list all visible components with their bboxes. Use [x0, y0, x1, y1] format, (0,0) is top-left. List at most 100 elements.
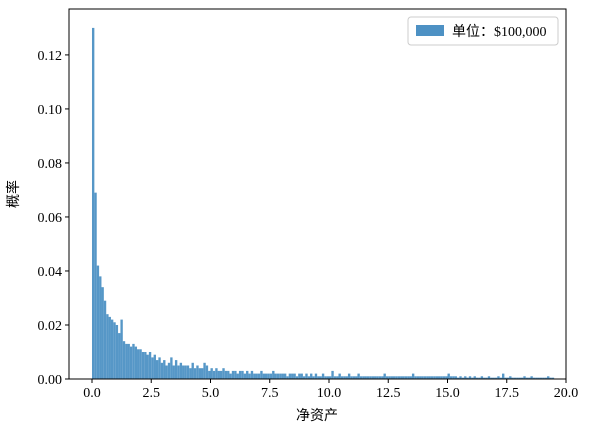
bar: [357, 373, 360, 379]
bar: [435, 376, 439, 379]
bar: [397, 376, 401, 379]
x-tick-label: 20.0: [554, 386, 579, 401]
bar: [487, 376, 491, 379]
bar: [471, 377, 474, 379]
bar: [374, 376, 377, 379]
bar: [340, 376, 344, 379]
bar: [419, 376, 422, 379]
bar: [96, 265, 100, 379]
bar: [115, 324, 119, 379]
bar: [127, 343, 130, 379]
bar: [148, 351, 152, 379]
bar: [217, 370, 220, 379]
bar: [319, 376, 322, 379]
x-tick-label: 2.5: [142, 386, 160, 401]
bar: [269, 373, 273, 379]
bar: [283, 373, 287, 379]
bar: [497, 376, 500, 379]
bar: [227, 370, 230, 379]
legend-swatch: [416, 25, 444, 36]
bar: [165, 365, 168, 379]
bar: [314, 373, 318, 379]
bar: [248, 373, 251, 379]
bar: [129, 346, 133, 379]
bar: [182, 365, 185, 379]
bar: [236, 373, 239, 379]
bar: [542, 377, 545, 379]
bar: [295, 376, 299, 379]
bar: [177, 365, 180, 379]
bar: [184, 365, 187, 379]
bar: [272, 370, 275, 379]
bar: [106, 314, 109, 379]
bar: [528, 377, 531, 379]
bar: [101, 287, 104, 379]
bar: [478, 377, 481, 379]
bar: [440, 376, 443, 379]
bar: [262, 373, 266, 379]
legend-box: [407, 16, 559, 46]
bar: [537, 377, 540, 379]
bar: [520, 377, 524, 379]
bar: [414, 376, 417, 379]
bar: [336, 376, 339, 379]
bar: [326, 376, 329, 379]
bar: [167, 362, 171, 379]
bar: [511, 377, 514, 379]
bar: [310, 373, 313, 379]
bar: [224, 370, 228, 379]
bar: [378, 376, 382, 379]
bar: [212, 370, 216, 379]
bar: [155, 360, 159, 379]
bar: [246, 370, 249, 379]
x-tick-label: 10.0: [317, 386, 342, 401]
bar: [535, 377, 538, 379]
bar: [475, 377, 479, 379]
bar: [447, 373, 450, 379]
bar: [250, 370, 254, 379]
bar: [231, 370, 235, 379]
bar: [390, 376, 393, 379]
bar: [530, 376, 533, 379]
bar: [219, 370, 223, 379]
bar: [300, 373, 303, 379]
bar: [163, 360, 166, 379]
bar: [376, 376, 379, 379]
bar: [293, 373, 296, 379]
bar: [400, 376, 403, 379]
bar: [509, 376, 512, 379]
bar: [506, 377, 510, 379]
bar: [464, 376, 467, 379]
bar: [144, 351, 147, 379]
bar: [193, 368, 197, 379]
x-tick-label: 15.0: [435, 386, 460, 401]
bar: [383, 373, 386, 379]
bar: [523, 376, 526, 379]
bar: [120, 319, 123, 379]
bar: [525, 377, 529, 379]
bar: [160, 362, 164, 379]
bar: [483, 377, 486, 379]
bar: [122, 341, 126, 379]
bar: [91, 27, 95, 379]
bar: [151, 357, 154, 379]
bar: [362, 376, 365, 379]
bar: [423, 376, 427, 379]
bar: [137, 349, 140, 379]
bar: [125, 343, 128, 379]
y-tick-label: 0.02: [38, 319, 63, 334]
bar: [345, 376, 348, 379]
bar: [321, 373, 325, 379]
bar: [201, 368, 204, 379]
bar: [134, 346, 138, 379]
bar: [338, 373, 341, 379]
bar: [191, 362, 194, 379]
bar: [416, 376, 420, 379]
bar: [286, 376, 289, 379]
x-axis-label: 净资产: [296, 408, 338, 424]
x-tick-label: 7.5: [261, 386, 279, 401]
bar: [94, 192, 97, 379]
bar: [302, 376, 306, 379]
bar: [544, 377, 548, 379]
